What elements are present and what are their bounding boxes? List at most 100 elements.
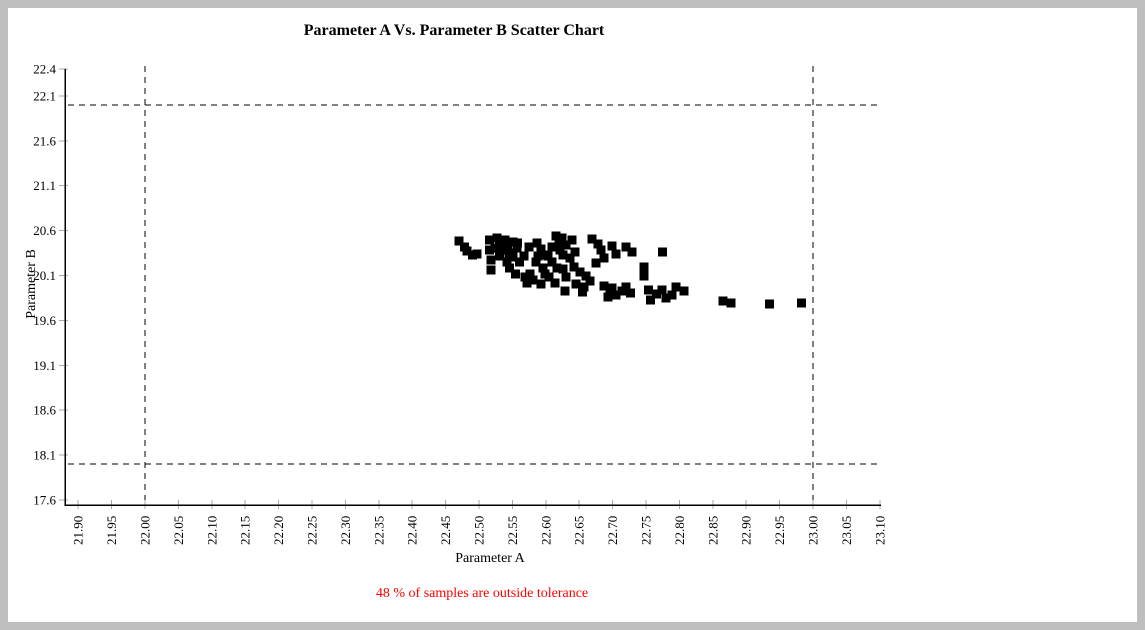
scatter-point	[536, 279, 546, 289]
scatter-point	[502, 257, 512, 267]
tolerance-note: 48 % of samples are outside tolerance	[375, 586, 589, 601]
x-tick-label: 22.90	[739, 516, 754, 545]
x-tick-label: 23.10	[872, 516, 887, 545]
scatter-point	[726, 298, 736, 308]
scatter-point	[621, 242, 631, 252]
y-tick-label: 20.6	[33, 223, 56, 238]
x-tick-label: 22.45	[438, 516, 453, 545]
axis-lines	[64, 69, 881, 506]
scatter-point	[522, 278, 532, 288]
x-tick-label: 22.85	[705, 516, 720, 545]
scatter-point	[525, 269, 535, 279]
y-tick-label: 22.1	[33, 88, 56, 103]
scatter-point	[571, 279, 581, 289]
scatter-point	[575, 267, 585, 277]
scatter-point	[520, 272, 530, 282]
y-tick-label: 21.6	[33, 133, 56, 148]
scatter-point	[570, 247, 580, 257]
scatter-point	[508, 237, 518, 247]
x-tick-label: 22.25	[305, 516, 320, 545]
scatter-point	[505, 263, 515, 273]
y-tick-label: 18.6	[33, 403, 56, 418]
scatter-point	[627, 247, 637, 257]
scatter-point	[581, 271, 591, 281]
scatter-point	[607, 283, 617, 293]
scatter-point	[531, 257, 541, 267]
scatter-point	[519, 251, 529, 261]
scatter-point	[551, 231, 561, 241]
scatter-point	[557, 233, 567, 243]
scatter-point	[765, 299, 775, 309]
scatter-point	[611, 290, 621, 300]
x-tick-label: 23.05	[839, 516, 854, 545]
scatter-point	[671, 282, 681, 292]
scatter-point	[587, 234, 597, 244]
x-tick-label: 23.00	[806, 516, 821, 545]
x-tick-label: 22.20	[271, 516, 286, 545]
scatter-point	[639, 262, 649, 272]
y-tick-label: 17.6	[33, 493, 56, 508]
scatter-point	[543, 251, 553, 261]
scatter-point	[593, 239, 603, 249]
scatter-point	[639, 271, 649, 281]
scatter-point	[547, 242, 557, 252]
scatter-point	[579, 282, 589, 292]
scatter-point	[552, 263, 562, 273]
scatter-point	[540, 269, 550, 279]
y-tick-label: 20.1	[33, 268, 56, 283]
x-tick-label: 22.00	[138, 516, 153, 545]
scatter-point	[561, 240, 571, 250]
x-tick-label: 21.95	[104, 516, 119, 545]
scatter-point	[667, 290, 677, 300]
x-tick-label: 22.50	[472, 516, 487, 545]
scatter-point	[797, 298, 807, 308]
x-tick-label: 22.80	[672, 516, 687, 545]
scatter-point	[596, 245, 606, 255]
scatter-point	[492, 233, 502, 243]
scatter-point	[532, 238, 542, 248]
scatter-point	[550, 278, 560, 288]
scatter-point	[554, 238, 564, 248]
scatter-point	[495, 239, 505, 249]
scatter-point	[500, 235, 510, 245]
y-tick-label: 21.1	[33, 178, 56, 193]
scatter-point	[607, 241, 617, 251]
scatter-point	[495, 251, 505, 261]
scatter-point	[486, 265, 496, 275]
scatter-point	[646, 295, 656, 305]
x-tick-label: 22.65	[572, 516, 587, 545]
scatter-point	[585, 276, 595, 286]
scatter-point	[467, 250, 477, 260]
scatter-point	[661, 293, 671, 303]
scatter-point	[528, 275, 538, 285]
scatter-point	[599, 281, 609, 291]
scatter-point	[485, 235, 495, 245]
chart-title: Parameter A Vs. Parameter B Scatter Char…	[303, 22, 605, 39]
scatter-point	[644, 285, 654, 295]
scatter-point	[533, 251, 543, 261]
x-tick-label: 21.90	[71, 516, 86, 545]
scatter-point	[599, 253, 609, 263]
scatter-point	[485, 245, 495, 255]
scatter-point	[611, 249, 621, 259]
scatter-point	[718, 296, 728, 306]
scatter-point	[515, 257, 525, 267]
scatter-point	[560, 286, 570, 296]
scatter-point	[558, 264, 568, 274]
scatter-point	[511, 269, 521, 279]
scatter-point	[513, 238, 523, 248]
scatter-point	[558, 250, 568, 260]
x-tick-label: 22.10	[204, 516, 219, 545]
x-tick-label: 22.40	[405, 516, 420, 545]
x-tick-label: 22.35	[371, 516, 386, 545]
scatter-point	[454, 236, 464, 246]
scatter-point	[679, 286, 689, 296]
scatter-point	[569, 262, 579, 272]
scatter-point	[652, 289, 662, 299]
x-tick-label: 22.75	[639, 516, 654, 545]
x-axis-label: Parameter A	[455, 551, 525, 566]
chart-canvas: Parameter A Vs. Parameter B Scatter Char…	[8, 8, 1137, 622]
x-tick-label: 22.15	[238, 516, 253, 545]
scatter-point	[486, 255, 496, 265]
